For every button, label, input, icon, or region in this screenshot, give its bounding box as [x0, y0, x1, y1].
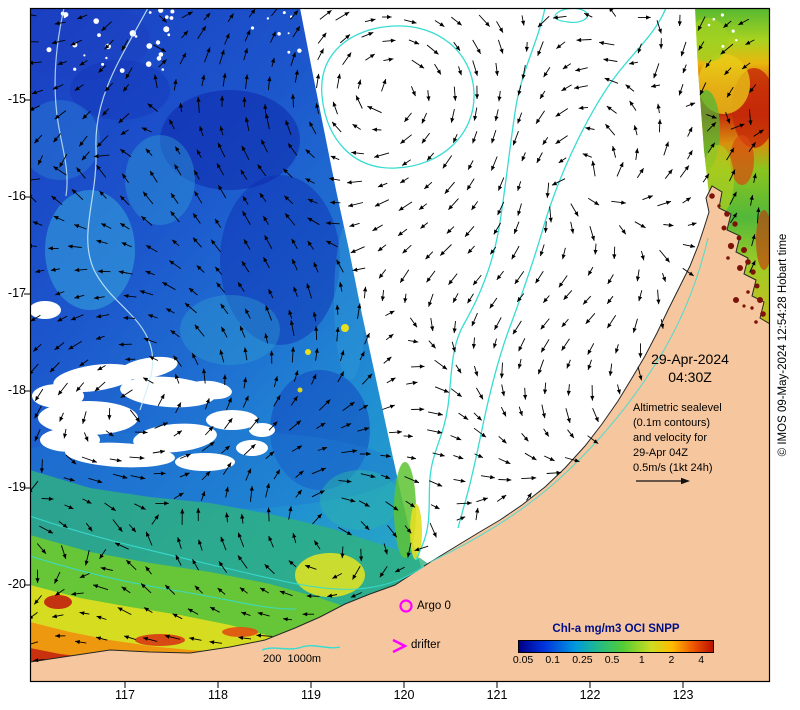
- annotation-line: (0.1m contours): [633, 417, 711, 429]
- argo-label: Argo 0: [417, 600, 451, 612]
- lon-tick-label: 120: [393, 688, 415, 702]
- drifter-marker: [392, 638, 408, 654]
- lat-tick-label: -20: [7, 577, 26, 591]
- colorbar: [518, 640, 714, 653]
- lon-tick-label: 119: [301, 688, 321, 702]
- colorbar-tick-label: 0.5: [604, 654, 620, 666]
- sealevel-contours: [30, 8, 709, 651]
- argo-marker: [399, 599, 413, 613]
- annotation-line: Altimetric sealevel: [633, 402, 722, 414]
- colorbar-title: Chl-a mg/m3 OCI SNPP: [552, 623, 680, 635]
- colorbar-tick-label: 0.05: [512, 654, 534, 666]
- lon-tick-label: 122: [579, 688, 601, 702]
- lon-tick-label: 121: [486, 688, 508, 702]
- timestamp: 29-Apr-2024 04:30Z: [623, 350, 757, 386]
- velocity-arrows: [30, 8, 764, 663]
- annotation-line: and velocity for: [633, 432, 707, 444]
- copyright-text: © IMOS 09-May-2024 12:54:28 Hobart time: [777, 233, 789, 457]
- colorbar-tick-label: 0.25: [572, 654, 593, 666]
- land-layer: [30, 185, 770, 682]
- annotation-block: Altimetric sealevel (0.1m contours) and …: [633, 401, 761, 476]
- colorbar-tick-label: 1: [638, 654, 645, 666]
- axis-ticks: [24, 99, 684, 688]
- annotation-line: 29-Apr 04Z: [633, 447, 689, 459]
- lat-tick-label: -17: [7, 286, 26, 300]
- colorbar-tick-label: 4: [698, 654, 705, 666]
- markers-layer: [392, 477, 690, 654]
- lat-tick-label: -18: [7, 383, 26, 397]
- lon-tick-label: 123: [672, 688, 694, 702]
- drifter-label: drifter: [411, 639, 441, 651]
- lon-tick-label: 118: [208, 688, 228, 702]
- cloud-mask-layer: [30, 8, 738, 471]
- lat-tick-label: -16: [7, 189, 26, 203]
- colorbar-tick-label: 2: [668, 654, 675, 666]
- timestamp-date: 29-Apr-2024: [651, 351, 729, 367]
- annotation-line: 0.5m/s (1kt 24h): [633, 462, 713, 474]
- map-border: [29, 7, 771, 683]
- timestamp-time: 04:30Z: [668, 369, 712, 385]
- lon-tick-label: 117: [115, 688, 135, 702]
- bathymetry-legend-label: 200 1000m: [263, 653, 322, 665]
- lat-tick-label: -19: [7, 480, 26, 494]
- lat-tick-label: -15: [7, 92, 26, 106]
- colorbar-tick-label: 0.1: [545, 654, 561, 666]
